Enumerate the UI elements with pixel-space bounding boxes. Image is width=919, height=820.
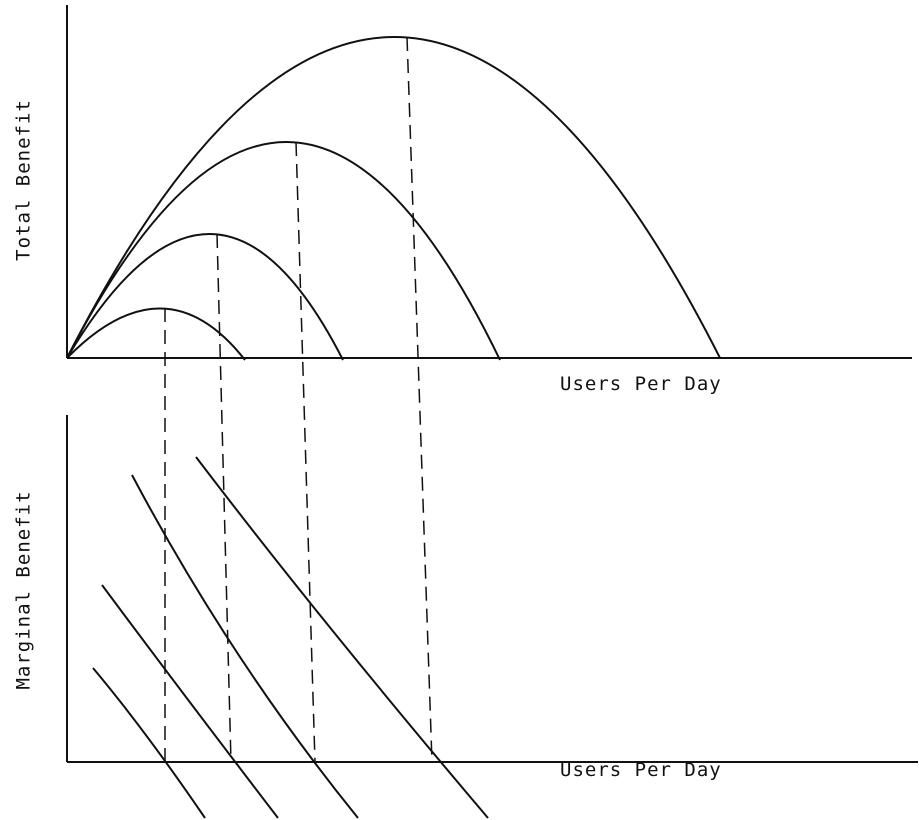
total-benefit-curve — [66, 233, 344, 361]
total-benefit-curve — [66, 36, 721, 359]
y-axis-label: Marginal Benefit — [13, 490, 35, 689]
marginal-benefit-curve — [92, 667, 206, 819]
x-axis-label: Users Per Day — [560, 373, 722, 395]
x-axis-label: Users Per Day — [560, 759, 722, 781]
bottom-panel: Marginal Benefit Users Per Day — [13, 415, 918, 819]
marginal-benefit-curve — [101, 584, 279, 819]
marginal-benefit-curve — [131, 474, 359, 819]
guide-line — [295, 141, 316, 763]
top-panel: Total Benefit Users Per Day — [13, 5, 912, 395]
y-axis-label: Total Benefit — [13, 99, 35, 261]
guide-line — [406, 36, 433, 763]
total-benefit-curve — [66, 307, 246, 361]
marginal-benefit-curve — [195, 456, 489, 819]
total-benefit-curve — [66, 141, 501, 361]
guide-line — [216, 233, 232, 763]
